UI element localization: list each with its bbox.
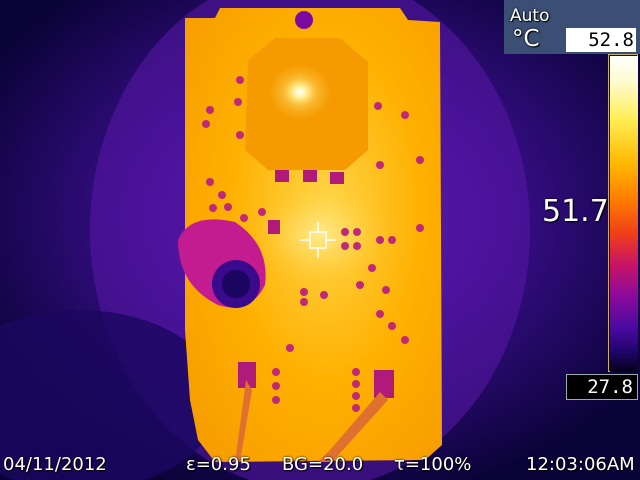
status-transmission: τ=100% — [394, 454, 472, 475]
spot-temperature: 51.7 — [542, 194, 609, 229]
crosshair-icon — [300, 222, 336, 258]
status-background-temperature: BG=20.0 — [282, 454, 364, 475]
scale-max-value: 52.8 — [566, 28, 636, 52]
unit-label: °C — [512, 26, 540, 52]
status-time: 12:03:06AM — [526, 454, 635, 475]
range-mode-label: Auto — [510, 6, 550, 26]
color-scale-bar — [610, 56, 638, 372]
status-date: 04/11/2012 — [3, 454, 107, 475]
circuit-board — [178, 8, 442, 462]
status-emissivity: ε=0.95 — [186, 454, 251, 475]
scale-min-value: 27.8 — [566, 374, 638, 400]
